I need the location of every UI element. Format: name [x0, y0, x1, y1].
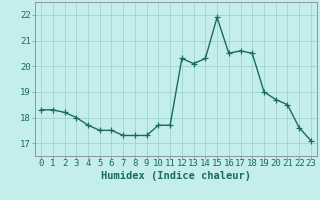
X-axis label: Humidex (Indice chaleur): Humidex (Indice chaleur) [101, 171, 251, 181]
